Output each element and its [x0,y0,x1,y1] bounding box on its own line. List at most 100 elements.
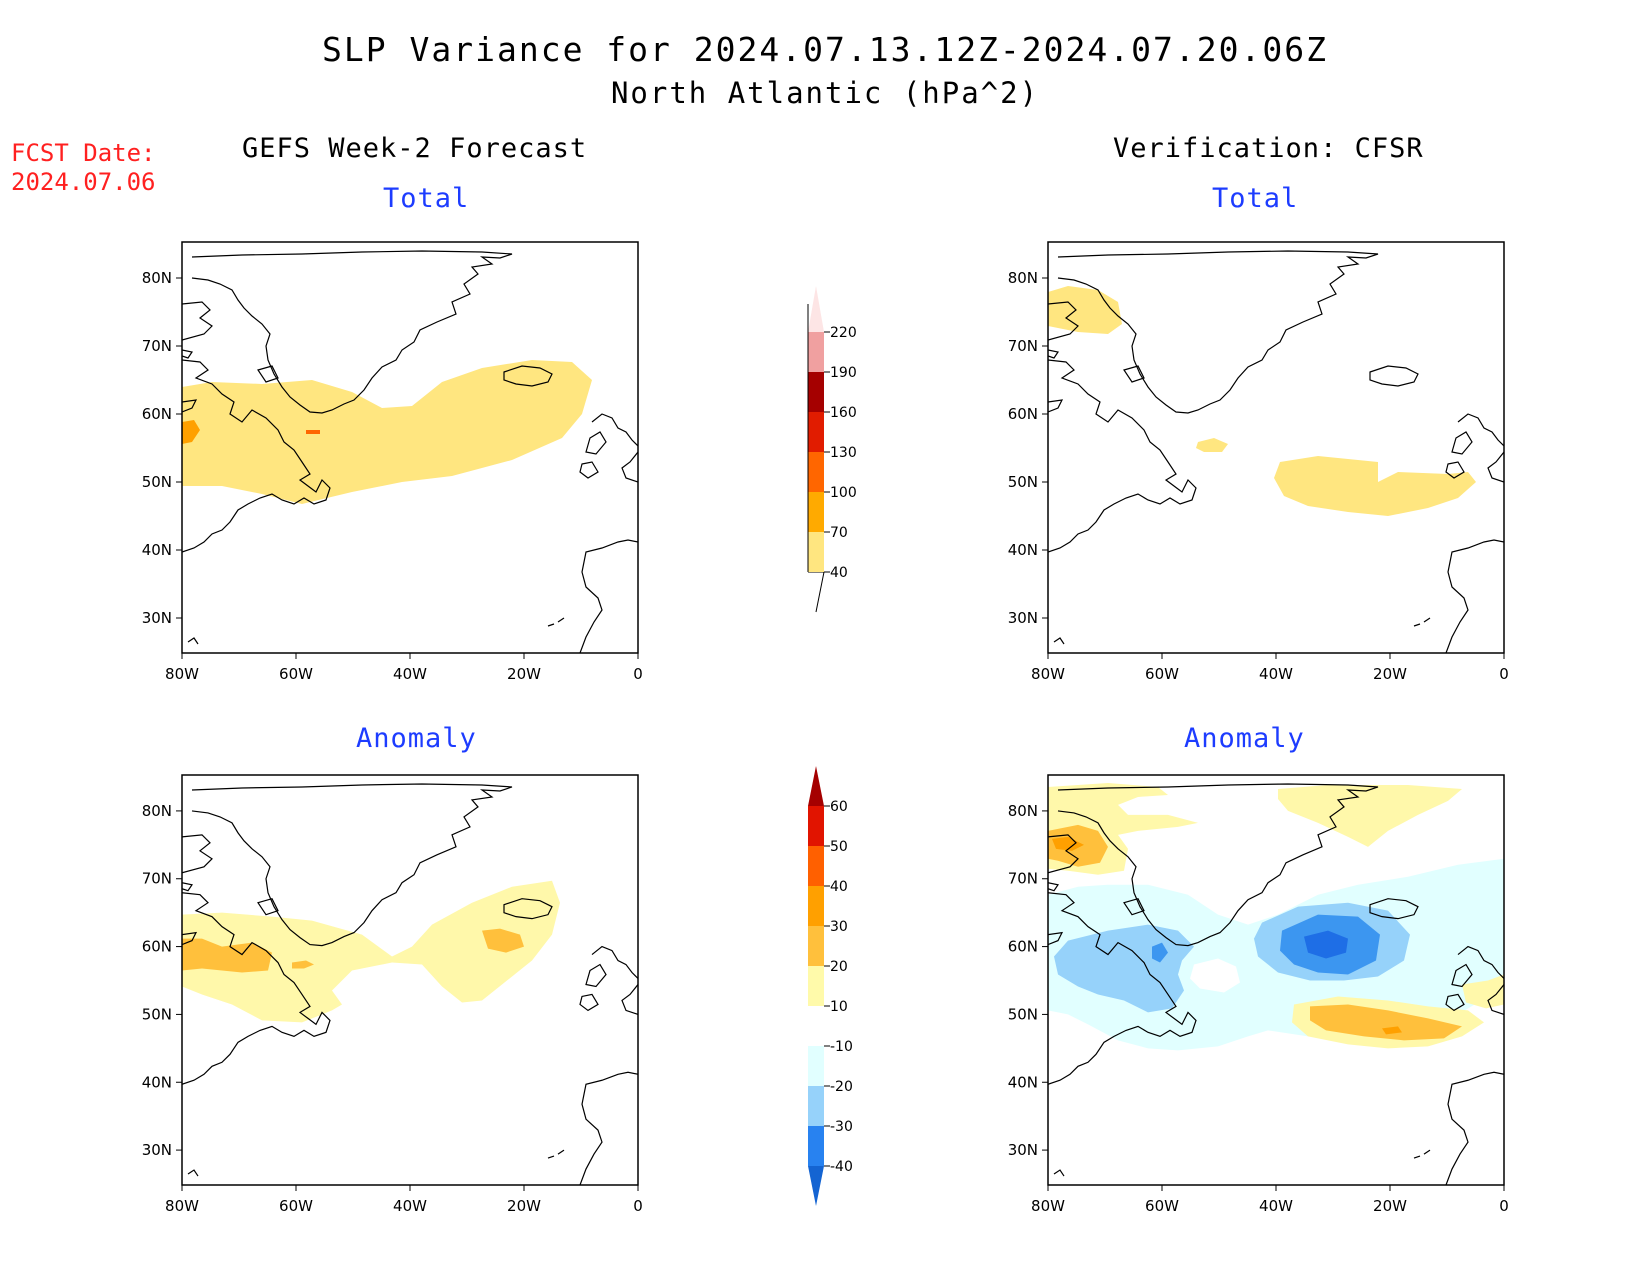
colorbar-segment [808,532,824,572]
colorbar-end-high [808,286,824,332]
map-field-cfsr-anomaly [1048,782,1504,1185]
lon-tick-label: 80W [165,665,199,683]
right-total-label: Total [1212,183,1299,214]
contour-fill-2 [1274,456,1476,516]
lon-tick-label: 40W [1259,1197,1293,1215]
colorbar-tick-label: 160 [830,405,857,421]
main-title: SLP Variance for 2024.07.13.12Z-2024.07.… [322,30,1328,69]
left-total-label: Total [383,183,470,214]
map-panel-cfsr-total: 80W 60W 40W 20W 0 80N 70N 60N 50N 40N 30N [1008,241,1509,683]
right-anomaly-label: Anomaly [1184,723,1305,754]
colorbar-tick-label: 70 [830,525,848,541]
lat-tick-label: 50N [142,473,172,491]
colorbar-segment [808,846,824,886]
lon-tick-label: 80W [165,1197,199,1215]
lat-tick-label: 50N [142,1005,172,1023]
lat-tick-label: 40N [1008,541,1038,559]
colorbar-segment [808,1046,824,1086]
coastline-iceland [1370,366,1418,386]
lon-tick-label: 60W [1145,1197,1179,1215]
lat-tick-label: 50N [1008,1005,1038,1023]
lon-tick-label: 40W [1259,665,1293,683]
coastline-europe [580,414,638,653]
lon-tick-label: 0 [1499,1197,1509,1215]
coastline-north-america [1048,302,1196,552]
colorbar-segment [808,1006,824,1046]
coastline-iceland [504,899,552,919]
right-column-title: Verification: CFSR [1113,133,1424,164]
colorbar-segment [808,452,824,492]
contour-fill-3 [292,960,314,969]
lon-tick-label: 60W [279,1197,313,1215]
colorbar-tick-label: 40 [830,879,848,895]
lat-tick-label: 50N [1008,473,1038,491]
lat-tick-label: 40N [142,1073,172,1091]
lat-tick-label: 30N [1008,609,1038,627]
lat-tick-label: 80N [1008,269,1038,287]
lat-tick-label: 30N [142,1141,172,1159]
colorbar-tick-label: 60 [830,799,848,815]
contour-fill-1 [1278,784,1462,847]
main-subtitle: North Atlantic (hPa^2) [610,76,1040,110]
contour-fill-0 [1048,286,1122,334]
contour-fill-14 [1462,974,1504,1009]
lon-tick-label: 20W [1373,665,1407,683]
colorbar-segment [808,412,824,452]
forecast-date-block: FCST Date: 2024.07.06 [11,139,156,197]
coastline-europe [1446,414,1504,653]
colorbar-segment [808,1086,824,1126]
left-column-title: GEFS Week-2 Forecast [242,133,588,164]
colorbar-segment [808,492,824,532]
contour-fill-1 [182,420,200,444]
lat-tick-label: 60N [1008,405,1038,423]
contour-fill-1 [1196,438,1228,452]
lon-tick-label: 0 [633,665,643,683]
lat-tick-label: 40N [1008,1073,1038,1091]
map-field-cfsr-total [1048,251,1504,653]
lon-tick-label: 0 [633,1197,643,1215]
lon-tick-label: 40W [393,665,427,683]
coastline-greenland [192,784,512,946]
colorbar-total: 40 70 100 130 160 190 220 [807,286,857,613]
coastline-islands [188,1150,564,1176]
colorbar-tick-label: 50 [830,839,848,855]
lon-tick-label: 80W [1031,665,1065,683]
colorbar-segment [808,1126,824,1166]
colorbar-segment [808,806,824,846]
lon-tick-label: 20W [507,665,541,683]
colorbar-tick-label: 20 [830,959,848,975]
colorbar-tick-label: -30 [830,1119,853,1135]
lat-tick-label: 60N [1008,938,1038,956]
coastline-islands [1054,1150,1430,1176]
lat-tick-label: 70N [142,870,172,888]
coastline-north-america [182,835,330,1084]
colorbar-segment [808,926,824,966]
coastline-iceland [1370,899,1418,919]
lat-tick-label: 30N [142,609,172,627]
colorbar-tick-label: 100 [830,485,857,501]
colorbar-tick-label: 190 [830,365,857,381]
coastline-europe [1446,947,1504,1185]
colorbar-segment [808,332,824,372]
lon-tick-label: 0 [1499,665,1509,683]
contour-fill-1 [182,938,272,973]
colorbar-end-low [808,1166,824,1206]
colorbar-end-low [808,571,825,613]
coastline-islands [1054,618,1430,644]
lon-tick-label: 60W [1145,665,1179,683]
coastline-north-america [182,302,330,552]
contour-fill-5 [1190,958,1240,993]
lat-tick-label: 30N [1008,1141,1038,1159]
lat-tick-label: 80N [1008,802,1038,820]
lat-tick-label: 70N [1008,870,1038,888]
coastline-north-america [1048,835,1196,1084]
lon-tick-label: 20W [1373,1197,1407,1215]
map-panel-gefs-anomaly: 80W 60W 40W 20W 0 80N 70N 60N 50N 40N 30N [142,774,643,1215]
map-panel-gefs-total: 80W 60W 40W 20W 0 80N 70N 60N 50N 40N 30N [142,241,643,683]
coastline-greenland [1058,251,1378,413]
contour-fill-12 [1310,1004,1462,1041]
lon-tick-label: 20W [507,1197,541,1215]
lat-tick-label: 80N [142,802,172,820]
lon-tick-label: 40W [393,1197,427,1215]
